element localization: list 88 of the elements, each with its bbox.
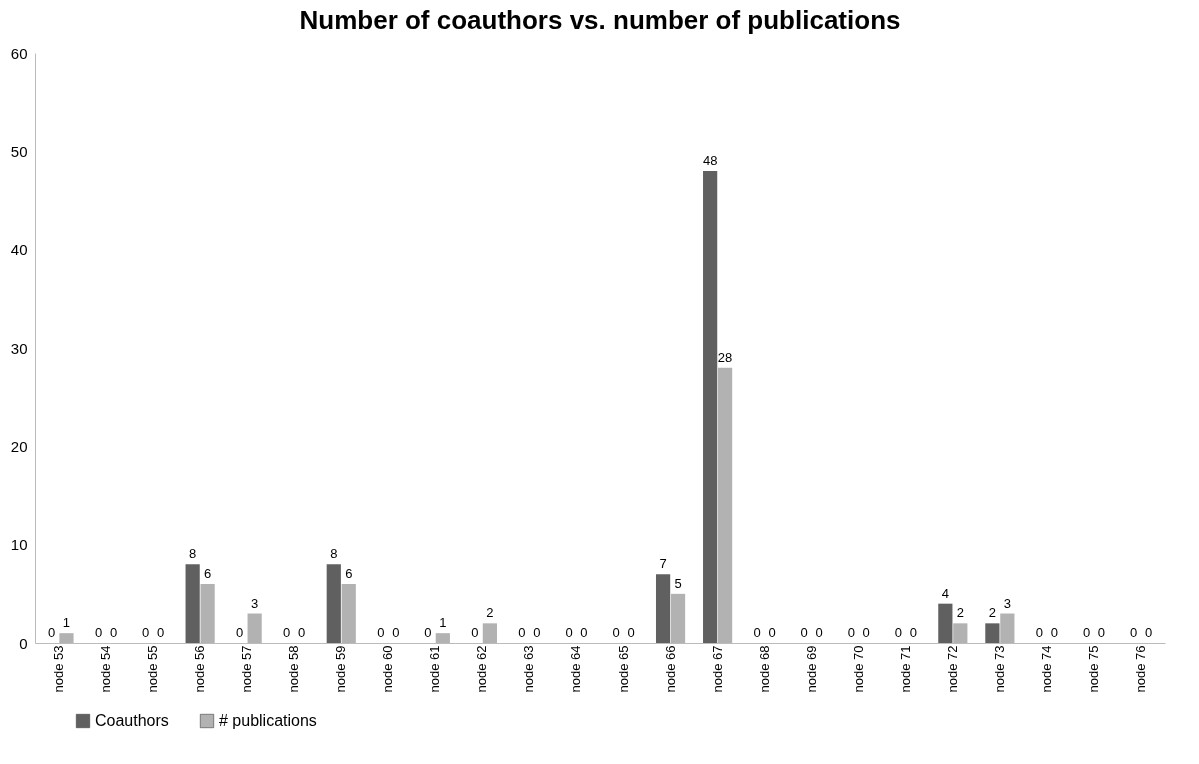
data-label: 8 <box>189 546 197 562</box>
x-tick-label: node 63 <box>521 645 537 693</box>
x-tick-label: node 60 <box>380 645 396 693</box>
data-label: 0 <box>815 625 823 640</box>
x-tick-label: node 56 <box>192 645 208 693</box>
data-label: 0 <box>1050 625 1059 640</box>
data-label: 0 <box>862 625 870 640</box>
x-tick-label: node 72 <box>944 645 960 693</box>
y-tick-label: 10 <box>10 536 28 554</box>
x-tick-label: node 62 <box>474 645 490 693</box>
data-label: 2 <box>486 605 494 621</box>
data-label: 0 <box>894 625 902 640</box>
data-label: 0 <box>392 625 400 640</box>
y-tick-label: 40 <box>10 241 28 259</box>
data-label: 6 <box>345 566 353 581</box>
x-tick-label: node 61 <box>427 645 443 693</box>
data-label: 0 <box>1097 625 1106 640</box>
data-label: 1 <box>62 615 71 631</box>
data-label: 5 <box>674 575 682 591</box>
bar <box>185 564 200 643</box>
data-label: 0 <box>236 625 244 640</box>
data-label: 0 <box>1082 625 1091 640</box>
y-tick-label: 30 <box>10 339 28 357</box>
x-tick-label: node 59 <box>333 645 349 693</box>
bar <box>703 171 718 643</box>
data-label: 0 <box>94 625 103 640</box>
bar <box>326 564 341 643</box>
data-label: 0 <box>1144 625 1153 640</box>
data-label: 0 <box>1129 625 1138 640</box>
legend-label: Coauthors <box>95 712 169 729</box>
data-label: 0 <box>1035 625 1044 640</box>
y-tick-label: 0 <box>19 634 28 652</box>
x-tick-label: node 55 <box>145 645 161 693</box>
data-label: 4 <box>941 585 949 601</box>
x-tick-label: node 75 <box>1085 645 1101 693</box>
x-tick-label: node 64 <box>568 645 584 693</box>
data-label: 3 <box>1003 595 1011 611</box>
data-label: 0 <box>141 625 150 640</box>
x-tick-label: node 71 <box>897 645 913 693</box>
x-tick-label: node 66 <box>662 645 678 693</box>
x-tick-label: node 76 <box>1133 645 1149 693</box>
x-tick-label: node 69 <box>803 645 819 693</box>
data-label: 0 <box>612 625 620 640</box>
data-label: 0 <box>298 625 306 640</box>
data-label: 0 <box>909 625 917 640</box>
data-label: 0 <box>565 625 573 640</box>
data-label: 0 <box>580 625 588 640</box>
data-label: 0 <box>753 625 761 640</box>
x-tick-label: node 74 <box>1038 645 1054 693</box>
data-label: 0 <box>109 625 118 640</box>
x-tick-label: node 65 <box>615 645 631 693</box>
legend-label: # publications <box>219 712 317 729</box>
data-label: 0 <box>627 625 635 640</box>
y-tick-label: 20 <box>10 437 28 455</box>
data-label: 7 <box>659 556 667 572</box>
data-label: 0 <box>518 625 526 640</box>
data-label: 0 <box>283 625 291 640</box>
x-tick-label: node 73 <box>991 645 1007 693</box>
y-tick-label: 50 <box>10 142 28 160</box>
data-label: 0 <box>768 625 776 640</box>
data-label: 0 <box>847 625 855 640</box>
data-label: 0 <box>424 625 432 640</box>
data-label: 0 <box>377 625 385 640</box>
chart-title: Number of coauthors vs. number of publications <box>299 5 901 35</box>
x-tick-label: node 58 <box>286 645 302 693</box>
data-label: 28 <box>717 349 733 365</box>
data-label: 1 <box>439 615 447 631</box>
bar <box>938 603 953 643</box>
y-tick-label: 60 <box>10 44 28 62</box>
data-label: 48 <box>702 153 718 168</box>
x-tick-label: node 54 <box>98 645 114 693</box>
data-label: 0 <box>471 625 479 640</box>
data-label: 2 <box>956 605 964 621</box>
bar <box>985 623 1000 643</box>
x-tick-label: node 53 <box>50 645 66 693</box>
x-tick-label: node 67 <box>709 645 725 693</box>
data-label: 0 <box>156 625 165 640</box>
data-label: 3 <box>251 595 259 611</box>
data-label: 6 <box>203 566 212 581</box>
x-tick-label: node 70 <box>850 645 866 693</box>
data-label: 2 <box>988 605 997 621</box>
data-label: 0 <box>800 625 808 640</box>
x-tick-label: node 57 <box>239 645 255 693</box>
data-label: 0 <box>47 625 56 640</box>
data-label: 0 <box>533 625 541 640</box>
data-label: 8 <box>330 546 338 562</box>
x-tick-label: node 68 <box>756 645 772 693</box>
bar <box>655 574 671 643</box>
